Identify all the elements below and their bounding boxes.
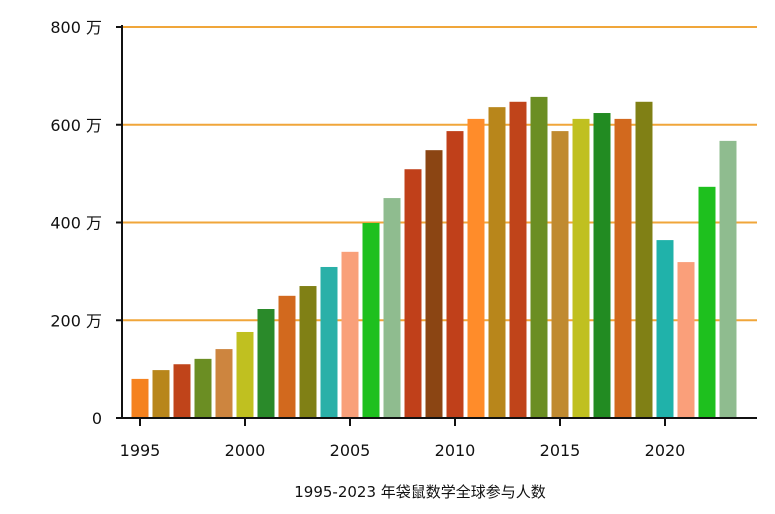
bar-2013 <box>509 101 527 418</box>
bar-2015 <box>551 131 569 418</box>
bars <box>131 96 737 419</box>
y-tick-label: 400 万 <box>50 214 102 233</box>
bar-2012 <box>488 107 506 418</box>
bar-2007 <box>383 198 401 418</box>
x-tick-label: 2020 <box>645 441 686 460</box>
x-tick-label: 2010 <box>435 441 476 460</box>
x-tick-label: 2015 <box>540 441 581 460</box>
bar-2016 <box>572 118 590 418</box>
tick-labels: 0 200 万 400 万 600 万 800 万 1995 2000 2005 2010 201… <box>50 18 685 460</box>
bar-1996 <box>152 370 170 418</box>
bar-2010 <box>446 131 464 418</box>
chart-title: 1995-2023 年袋鼠数学全球参与人数 <box>294 483 546 501</box>
bar-1997 <box>173 364 191 418</box>
bar-2005 <box>341 251 359 418</box>
bar-2006 <box>362 222 380 418</box>
bar-2023 <box>719 140 737 418</box>
y-tick-label: 200 万 <box>50 311 102 330</box>
bar-2018 <box>614 118 632 418</box>
x-tick-label: 2000 <box>225 441 266 460</box>
axes <box>116 25 757 426</box>
bar-2001 <box>257 309 275 418</box>
x-tick-label: 2005 <box>330 441 371 460</box>
bar-1998 <box>194 358 212 418</box>
bar-2014 <box>530 96 548 419</box>
bar-2017 <box>593 113 611 419</box>
y-tick-label: 600 万 <box>50 116 102 135</box>
bar-2003 <box>299 286 317 418</box>
bar-2011 <box>467 118 485 418</box>
bar-2019 <box>635 101 653 418</box>
bar-2009 <box>425 150 443 419</box>
y-tick-label: 800 万 <box>50 18 102 37</box>
bar-1999 <box>215 349 233 418</box>
bar-2002 <box>278 295 296 418</box>
bar-2000 <box>236 331 254 418</box>
bar-2008 <box>404 169 422 418</box>
y-tick-label: 0 <box>92 409 102 428</box>
bar-2021 <box>677 262 695 418</box>
x-tick-label: 1995 <box>120 441 161 460</box>
bar-2004 <box>320 266 338 418</box>
bar-2022 <box>698 186 716 418</box>
bar-1995 <box>131 378 149 418</box>
bar-2020 <box>656 240 674 418</box>
